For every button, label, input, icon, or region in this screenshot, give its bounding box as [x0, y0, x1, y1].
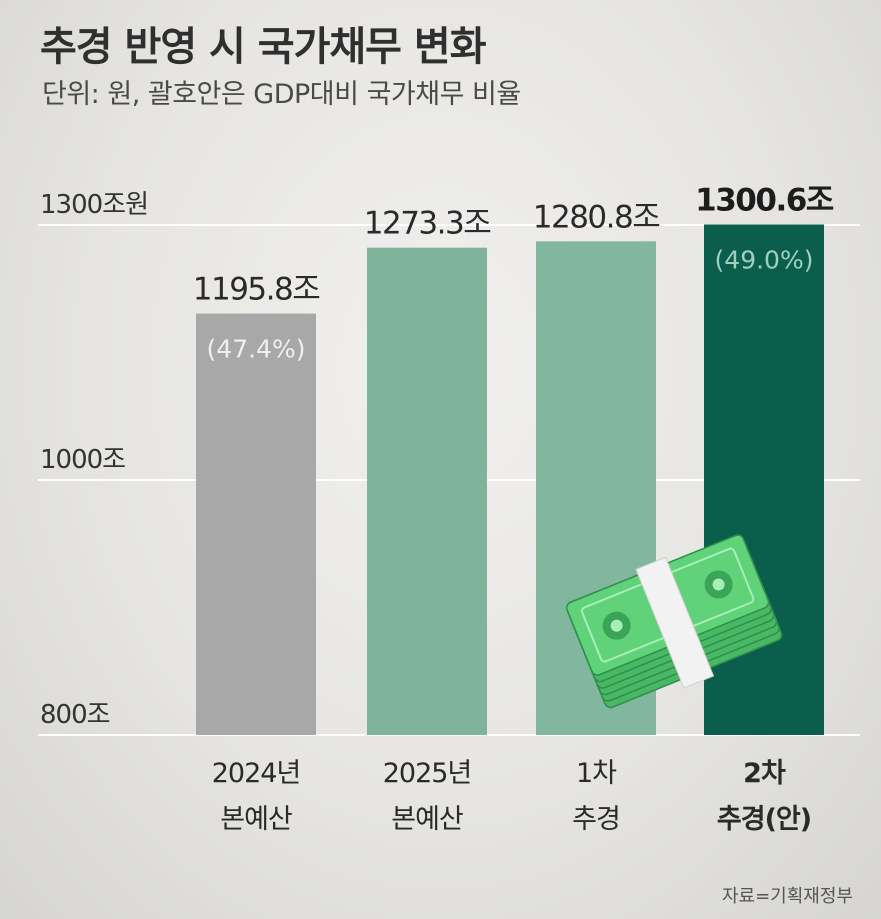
- ratio-label: (49.0%): [715, 245, 814, 274]
- bar: [196, 313, 316, 735]
- y-tick-label: 1300조원: [40, 190, 148, 220]
- category-label: 2025년: [383, 758, 472, 789]
- ratio-label: (47.4%): [207, 335, 306, 364]
- source-note: 자료=기획재정부: [721, 886, 853, 907]
- money-stack-icon: [565, 534, 783, 709]
- category-label: 추경(안): [717, 804, 811, 835]
- y-tick-label: 1000조: [40, 445, 125, 475]
- chart-title: 추경 반영 시 국가채무 변화: [40, 24, 487, 70]
- data-label: 1273.3조: [364, 206, 491, 242]
- category-label: 추경: [572, 804, 620, 835]
- data-label: 1300.6조: [695, 182, 834, 218]
- y-tick-label: 800조: [40, 700, 110, 730]
- category-label: 2차: [743, 758, 786, 789]
- bar: [367, 247, 487, 735]
- category-label: 본예산: [220, 804, 292, 835]
- data-label: 1195.8조: [193, 272, 320, 308]
- category-label: 본예산: [391, 804, 463, 835]
- category-label: 2024년: [212, 758, 301, 789]
- chart-subtitle: 단위: 원, 괄호안은 GDP대비 국가채무 비율: [42, 79, 521, 110]
- data-label: 1280.8조: [533, 199, 660, 235]
- category-label: 1차: [576, 758, 617, 789]
